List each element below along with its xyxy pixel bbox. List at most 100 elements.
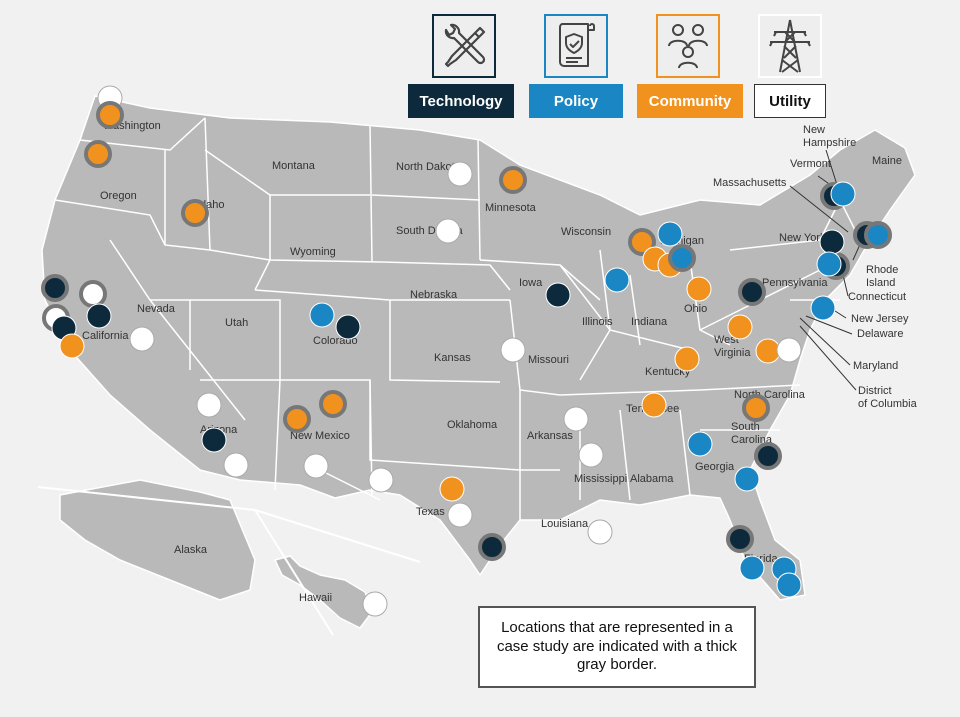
community-legend-button[interactable]: Community xyxy=(637,84,743,118)
state-border-line xyxy=(369,124,373,263)
community-location-marker-case-study[interactable] xyxy=(628,228,656,256)
leader-line xyxy=(825,149,839,189)
state-label-wisconsin: Wisconsin xyxy=(561,226,611,238)
utility-location-marker[interactable] xyxy=(578,442,604,468)
policy-location-marker[interactable] xyxy=(734,466,760,492)
policy-legend-button[interactable]: Policy xyxy=(529,84,623,118)
technology-legend-button[interactable]: Technology xyxy=(408,84,514,118)
state-label-alabama: Alabama xyxy=(630,473,674,485)
policy-location-marker[interactable] xyxy=(604,267,630,293)
utility-location-marker[interactable] xyxy=(587,519,613,545)
community-location-marker[interactable] xyxy=(674,346,700,372)
utility-legend-button[interactable]: Utility xyxy=(754,84,826,118)
state-label-district-of-columbia: District of Columbia xyxy=(858,385,918,410)
technology-icon-tile xyxy=(432,14,496,78)
utility-location-marker[interactable] xyxy=(447,502,473,528)
state-border-line xyxy=(319,469,381,501)
utility-icon-tile xyxy=(758,14,822,78)
community-location-marker-case-study[interactable] xyxy=(181,199,209,227)
community-location-marker[interactable] xyxy=(727,314,753,340)
community-location-marker[interactable] xyxy=(755,338,781,364)
policy-location-marker-case-study[interactable] xyxy=(668,244,696,272)
state-border-line xyxy=(369,380,521,471)
state-label-mississippi: Mississippi xyxy=(574,473,627,485)
state-border-line xyxy=(204,117,211,251)
state-border-line xyxy=(371,194,481,201)
leader-line xyxy=(799,325,857,391)
state-label-indiana: Indiana xyxy=(631,316,668,328)
technology-location-marker[interactable] xyxy=(86,303,112,329)
community-location-marker-case-study[interactable] xyxy=(96,101,124,129)
state-border-line xyxy=(254,195,271,291)
state-label-louisiana: Louisiana xyxy=(541,518,589,530)
technology-location-marker-case-study[interactable] xyxy=(738,278,766,306)
community-location-marker[interactable] xyxy=(439,476,465,502)
utility-location-marker[interactable] xyxy=(447,161,473,187)
community-location-marker-case-study[interactable] xyxy=(499,166,527,194)
community-location-marker-case-study[interactable] xyxy=(319,390,347,418)
utility-location-marker[interactable] xyxy=(776,337,802,363)
policy-location-marker[interactable] xyxy=(830,181,856,207)
state-label-north-carolina: North Carolina xyxy=(734,389,806,401)
utility-location-marker[interactable] xyxy=(303,453,329,479)
state-label-utah: Utah xyxy=(225,317,248,329)
community-location-marker-case-study[interactable] xyxy=(742,394,770,422)
state-label-missouri: Missouri xyxy=(528,354,569,366)
contiguous-us-land xyxy=(41,95,916,601)
technology-location-marker-case-study[interactable] xyxy=(726,525,754,553)
state-label-delaware: Delaware xyxy=(857,328,903,340)
technology-location-marker[interactable] xyxy=(335,314,361,340)
policy-location-marker[interactable] xyxy=(687,431,713,457)
policy-icon-tile xyxy=(544,14,608,78)
policy-location-marker[interactable] xyxy=(657,221,683,247)
state-label-arkansas: Arkansas xyxy=(527,430,573,442)
policy-location-marker[interactable] xyxy=(810,295,836,321)
state-label-oregon: Oregon xyxy=(100,190,137,202)
policy-location-marker[interactable] xyxy=(816,251,842,277)
community-location-marker-case-study[interactable] xyxy=(283,405,311,433)
case-study-note: Locations that are represented in a case… xyxy=(478,606,756,688)
state-label-california: California xyxy=(82,330,129,342)
state-label-vermont: Vermont xyxy=(790,158,831,170)
utility-location-marker[interactable] xyxy=(435,218,461,244)
technology-location-marker[interactable] xyxy=(819,229,845,255)
utility-location-marker[interactable] xyxy=(368,467,394,493)
state-label-new-hampshire: New Hampshire xyxy=(803,124,856,149)
state-border-line xyxy=(79,117,206,151)
state-border-line xyxy=(559,264,691,351)
community-location-marker[interactable] xyxy=(59,333,85,359)
leader-line xyxy=(799,317,851,366)
utility-location-marker[interactable] xyxy=(362,591,388,617)
utility-location-marker[interactable] xyxy=(196,392,222,418)
utility-location-marker-case-study[interactable] xyxy=(79,280,107,308)
community-location-marker-case-study[interactable] xyxy=(84,140,112,168)
policy-location-marker-case-study[interactable] xyxy=(864,221,892,249)
utility-location-marker[interactable] xyxy=(563,406,589,432)
state-label-illinois: Illinois xyxy=(582,316,613,328)
state-label-pennsylvania: Pennsylvania xyxy=(762,277,828,289)
state-border-line xyxy=(204,149,370,196)
community-location-marker[interactable] xyxy=(641,392,667,418)
utility-location-marker[interactable] xyxy=(129,326,155,352)
policy-location-marker[interactable] xyxy=(776,572,802,598)
leader-line xyxy=(789,185,849,233)
inset-divider-lines xyxy=(37,486,421,636)
policy-location-marker[interactable] xyxy=(739,555,765,581)
technology-location-marker[interactable] xyxy=(201,427,227,453)
state-label-kansas: Kansas xyxy=(434,352,471,364)
technology-location-marker-case-study[interactable] xyxy=(41,274,69,302)
utility-location-marker[interactable] xyxy=(500,337,526,363)
policy-location-marker[interactable] xyxy=(309,302,335,328)
utility-location-marker[interactable] xyxy=(223,452,249,478)
technology-location-marker-case-study[interactable] xyxy=(478,533,506,561)
state-border-line xyxy=(379,261,511,291)
community-location-marker[interactable] xyxy=(686,276,712,302)
technology-location-marker-case-study[interactable] xyxy=(754,442,782,470)
state-label-oklahoma: Oklahoma xyxy=(447,419,498,431)
state-borders xyxy=(54,117,861,520)
technology-location-marker[interactable] xyxy=(545,282,571,308)
state-border-line xyxy=(629,274,641,346)
state-label-georgia: Georgia xyxy=(695,461,735,473)
power-tower-icon xyxy=(769,19,811,73)
